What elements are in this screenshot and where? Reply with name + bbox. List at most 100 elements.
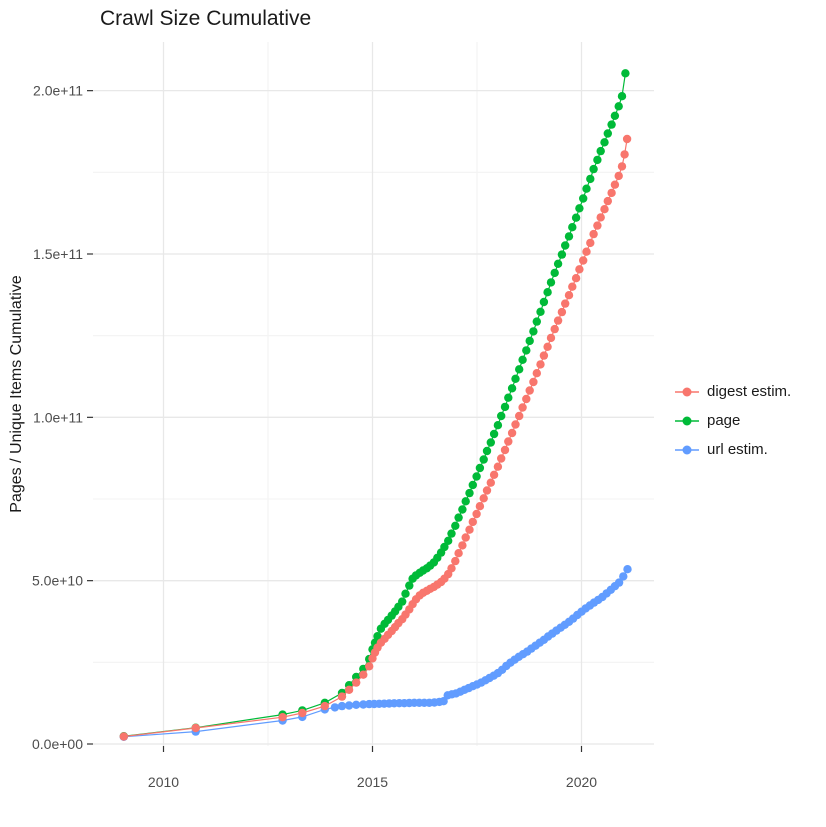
data-point-digest-estim [610, 180, 620, 189]
data-point-digest-estim [518, 403, 527, 412]
data-point-page [596, 146, 605, 156]
data-point-page [515, 365, 524, 374]
data-point-digest-estim [561, 299, 570, 308]
data-point-page [493, 421, 503, 430]
data-point-digest-estim [515, 411, 524, 421]
data-point-page [529, 327, 538, 336]
data-point-page [607, 120, 616, 129]
data-point-digest-estim [504, 437, 513, 446]
data-point-digest-estim [468, 517, 477, 527]
data-point-digest-estim [525, 386, 534, 395]
data-point-digest-estim [575, 265, 584, 274]
data-point-digest-estim [620, 150, 629, 159]
data-point-digest-estim [582, 247, 591, 256]
data-point-page [451, 521, 460, 530]
data-point-digest-estim [539, 351, 549, 360]
data-point-digest-estim [458, 541, 467, 550]
data-point-page [522, 346, 531, 355]
data-point-page [497, 411, 506, 421]
data-point-url-estim [439, 697, 448, 706]
data-point-page [461, 497, 470, 506]
data-point-page [557, 250, 567, 259]
y-tick-label: 1.5e+11 [33, 246, 83, 262]
data-point-page [504, 393, 513, 402]
data-point-digest-estim [447, 564, 456, 573]
data-point-digest-estim [119, 732, 128, 741]
legend-label: url estim. [707, 441, 768, 458]
series-digest-estim [119, 134, 632, 741]
data-point-digest-estim [451, 556, 460, 566]
data-point-digest-estim [603, 196, 612, 206]
data-point-digest-estim [600, 205, 609, 214]
legend-key-icon [675, 445, 699, 454]
data-point-page [582, 184, 591, 193]
data-point-url-estim [352, 700, 361, 709]
data-point-url-estim [623, 565, 632, 574]
data-point-page [440, 542, 449, 552]
data-point-digest-estim [461, 533, 470, 542]
data-point-page [603, 129, 612, 138]
data-point-page [398, 597, 407, 606]
data-point-page [486, 438, 495, 447]
data-point-page [525, 336, 534, 346]
data-point-digest-estim [586, 238, 595, 248]
data-point-page [543, 288, 552, 297]
data-point-digest-estim [359, 670, 368, 679]
data-point-page [454, 513, 463, 522]
data-point-digest-estim [532, 369, 541, 378]
y-tick-label: 2.0e+11 [33, 83, 83, 99]
data-point-digest-estim [472, 509, 481, 519]
data-point-page [589, 164, 598, 174]
legend-key-icon [675, 387, 699, 396]
y-tick-label: 1.0e+11 [33, 409, 83, 425]
y-tick-label: 5.0e+10 [32, 573, 83, 589]
data-point-page [518, 355, 527, 364]
data-point-digest-estim [553, 316, 563, 325]
data-point-digest-estim [365, 662, 374, 671]
data-point-digest-estim [344, 685, 354, 694]
data-point-page [571, 213, 581, 222]
data-point-page [500, 402, 510, 412]
series-page [119, 69, 630, 741]
x-tick-label: 2020 [566, 774, 597, 790]
data-point-page [482, 446, 492, 456]
data-point-digest-estim [546, 333, 556, 343]
data-point-url-estim [344, 701, 354, 710]
data-point-page [546, 278, 556, 287]
data-point-page [553, 259, 563, 268]
data-point-digest-estim [550, 324, 559, 334]
legend: digest estim. page url estim. [674, 377, 791, 464]
data-point-page [458, 505, 467, 514]
legend-label: page [707, 412, 741, 429]
data-point-page [475, 463, 485, 473]
data-point-digest-estim [479, 494, 488, 503]
data-point-digest-estim [352, 678, 361, 687]
data-point-page [564, 232, 574, 241]
data-point-digest-estim [536, 360, 545, 369]
data-point-page [536, 307, 545, 316]
data-point-page [444, 536, 453, 545]
data-point-page [621, 69, 630, 78]
legend-entry: digest estim. [674, 377, 791, 406]
data-point-page [511, 374, 520, 383]
data-point-url-estim [337, 701, 347, 711]
data-point-digest-estim [622, 134, 632, 144]
data-point-digest-estim [475, 502, 485, 511]
data-point-page [586, 174, 595, 184]
data-point-page [447, 529, 456, 538]
data-point-digest-estim [511, 420, 520, 429]
data-point-page [465, 488, 474, 498]
data-point-digest-estim [529, 377, 538, 387]
data-point-digest-estim [278, 713, 287, 722]
data-point-digest-estim [571, 274, 581, 283]
data-point-page [614, 102, 623, 111]
y-tick-label: 0.0e+00 [32, 736, 83, 752]
data-point-page [532, 317, 541, 326]
data-point-digest-estim [465, 525, 474, 534]
data-point-page [568, 223, 577, 232]
x-tick-label: 2015 [357, 774, 388, 790]
data-point-page [561, 241, 570, 250]
data-point-digest-estim [507, 428, 517, 438]
